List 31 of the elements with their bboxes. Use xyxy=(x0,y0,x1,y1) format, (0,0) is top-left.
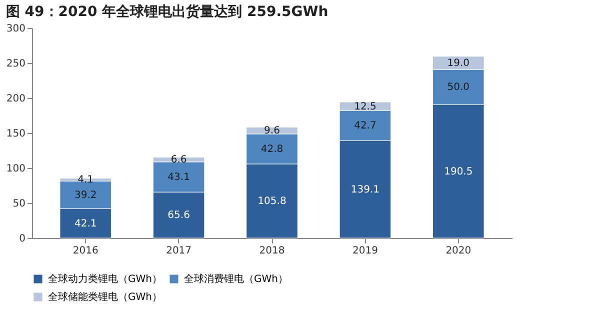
x-tick-label: 2018 xyxy=(259,246,285,256)
x-tick-label: 2020 xyxy=(446,246,472,256)
data-label: 139.1 xyxy=(350,184,380,196)
data-label: 43.1 xyxy=(168,172,190,183)
data-label: 105.8 xyxy=(258,196,286,207)
data-label: 42.7 xyxy=(354,120,376,132)
y-tick-label: 100 xyxy=(6,164,26,174)
data-label: 19.0 xyxy=(447,58,470,69)
data-label: 4.1 xyxy=(78,174,94,186)
legend-label: 全球消费锂电（GWh） xyxy=(184,273,288,285)
x-tick-label: 2016 xyxy=(72,246,98,256)
legend-label: 全球储能类锂电（GWh） xyxy=(48,291,162,303)
data-label: 42.8 xyxy=(260,144,284,155)
legend-label: 全球动力类锂电（GWh） xyxy=(48,273,162,285)
data-label: 39.2 xyxy=(74,190,97,201)
x-tick-label: 2019 xyxy=(352,246,378,256)
y-tick-label: 50 xyxy=(12,198,26,210)
data-label: 6.6 xyxy=(170,154,187,166)
data-label: 9.6 xyxy=(264,126,280,137)
data-label: 50.0 xyxy=(447,82,470,94)
data-label: 42.1 xyxy=(74,218,97,230)
x-tick-label: 2017 xyxy=(166,246,192,256)
data-label: 12.5 xyxy=(354,101,376,112)
y-tick-label: 0 xyxy=(19,234,26,244)
y-tick-label: 200 xyxy=(6,94,26,104)
y-tick-label: 150 xyxy=(6,128,26,140)
data-label: 190.5 xyxy=(444,166,473,178)
chart-title: 图 49：2020 年全球锂电出货量达到 259.5GWh xyxy=(6,4,328,20)
y-tick-label: 300 xyxy=(6,24,26,34)
y-tick-label: 250 xyxy=(6,58,26,70)
data-label: 65.6 xyxy=(168,210,190,222)
